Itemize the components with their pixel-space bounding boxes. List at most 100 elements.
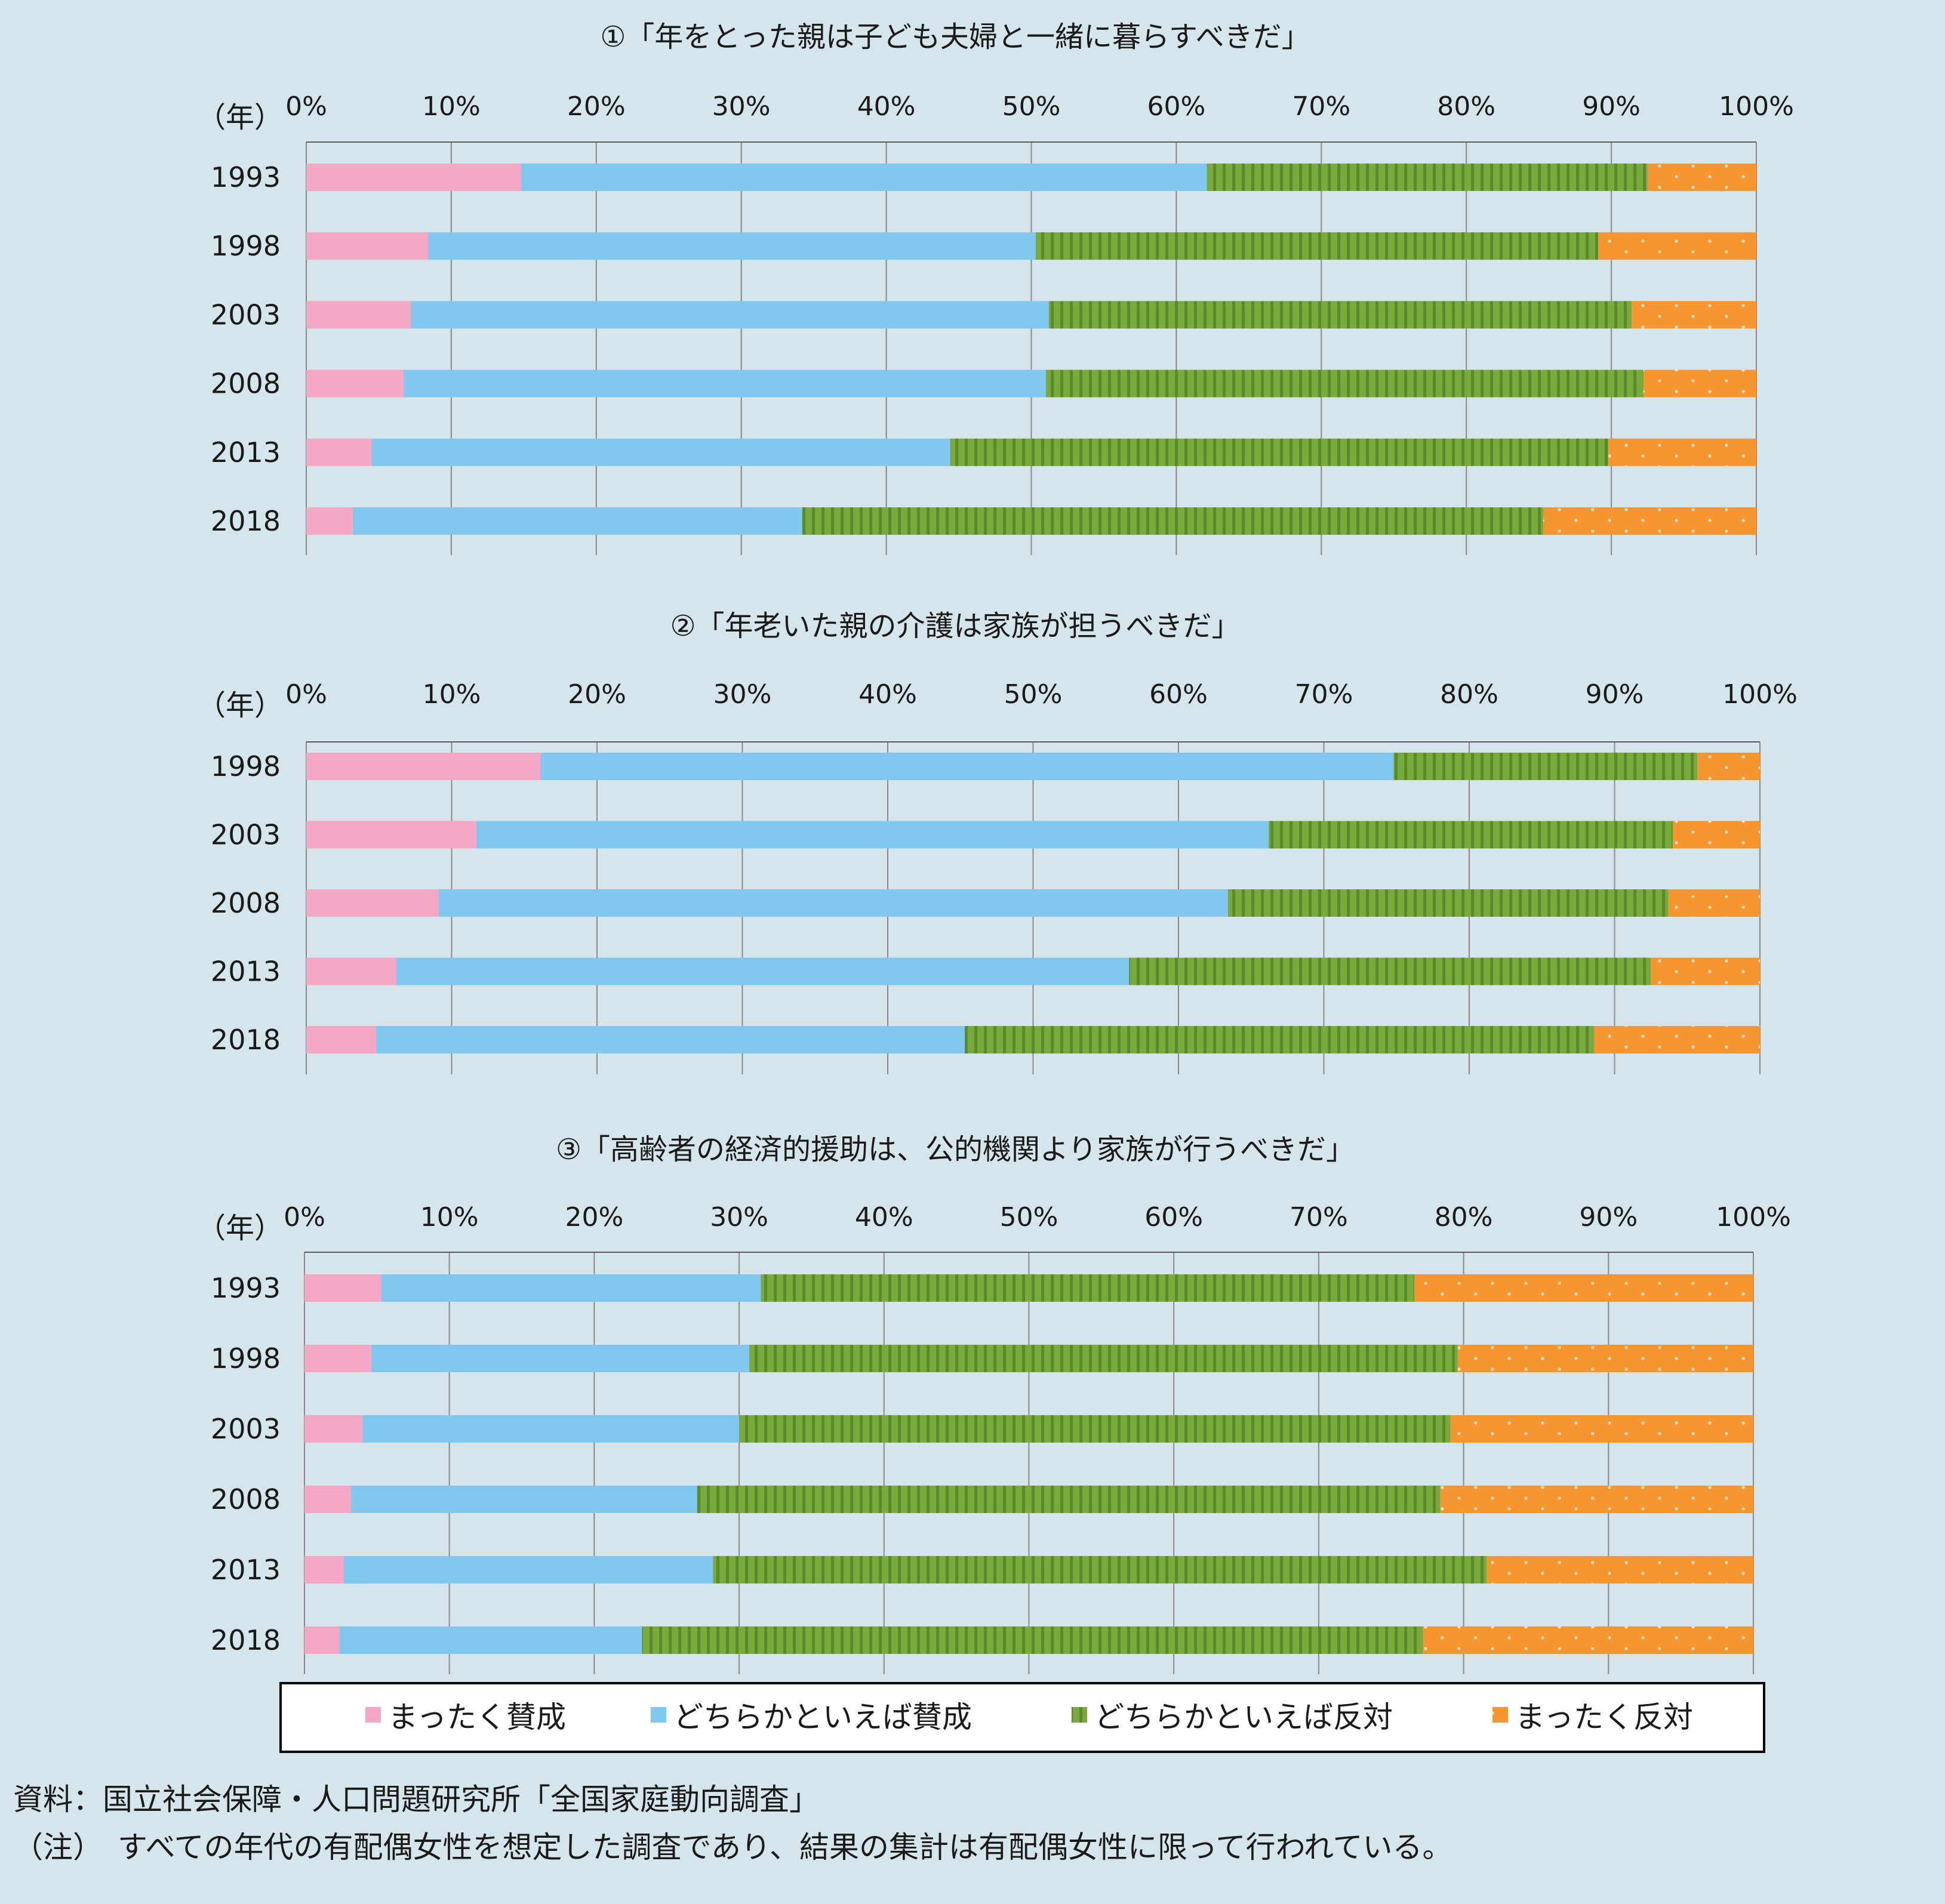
bar-strongly-agree [304, 1556, 344, 1583]
bar-strongly-agree [306, 232, 429, 260]
bar-strongly-disagree [1440, 1486, 1753, 1513]
bar-strongly-agree [306, 507, 353, 535]
category-label: 1998 [211, 1342, 281, 1375]
x-tick-label: 0% [285, 91, 327, 122]
bar-somewhat-agree [403, 369, 1046, 398]
x-tick-label: 10% [422, 91, 481, 122]
bar-somewhat-agree [438, 889, 1228, 917]
bar-strongly-agree [306, 164, 521, 191]
legend-swatch-strongly-disagree [1492, 1707, 1508, 1723]
chart-2: ②「年老いた親の介護は家族が担うべきだ」 （年） 0% 10% 20% 30% 40% 50%… [197, 609, 1798, 1074]
y-axis-label: （年） [197, 101, 283, 134]
bar-strongly-agree [304, 1415, 363, 1443]
bar-strongly-agree [304, 1626, 340, 1654]
bar-somewhat-disagree [965, 1026, 1595, 1053]
bar-somewhat-agree [521, 164, 1207, 191]
bar-strongly-disagree [1668, 889, 1760, 917]
y-axis-label: （年） [197, 689, 283, 722]
footnote: （注） すべての年代の有配偶女性を想定した調査であり、結果の集計は有配偶女性に限… [13, 1830, 1452, 1865]
bar-strongly-agree [306, 821, 476, 849]
bar-strongly-agree [306, 1026, 376, 1053]
x-tick-label: 0% [284, 1202, 325, 1233]
x-tick-label: 90% [1582, 91, 1641, 122]
bar-strongly-disagree [1450, 1415, 1753, 1443]
bar-somewhat-disagree [739, 1415, 1451, 1443]
bar-strongly-agree [306, 369, 404, 398]
bar-somewhat-disagree [1035, 232, 1599, 260]
bar-somewhat-disagree [1129, 957, 1651, 985]
bar-somewhat-agree [339, 1626, 642, 1654]
bar-somewhat-agree [376, 1026, 965, 1053]
category-label: 1993 [211, 1272, 281, 1304]
x-tick-label: 50% [1000, 1202, 1058, 1233]
category-label: 2018 [211, 1624, 281, 1656]
bar-strongly-disagree [1543, 507, 1756, 535]
bar-somewhat-disagree [1393, 753, 1698, 780]
bar-somewhat-agree [371, 1345, 750, 1372]
bar-strongly-agree [306, 889, 439, 917]
bar-somewhat-agree [371, 438, 950, 466]
bar-somewhat-agree [428, 232, 1036, 260]
bar-strongly-disagree [1598, 232, 1756, 260]
legend-label-strongly-agree: まったく賛成 [388, 1700, 566, 1734]
bar-strongly-disagree [1423, 1626, 1753, 1654]
bar-somewhat-disagree [950, 438, 1609, 466]
bar-somewhat-disagree [1207, 164, 1648, 191]
category-label: 2018 [211, 505, 281, 537]
x-tick-label: 40% [857, 91, 916, 122]
chart-3: ③「高齢者の経済的援助は、公的機関より家族が行うべきだ」 （年） 0% 10% 20% 3… [197, 1133, 1791, 1674]
legend-swatch-somewhat-agree [651, 1707, 666, 1723]
category-label: 2008 [211, 1483, 281, 1515]
bar-somewhat-disagree [713, 1556, 1487, 1583]
bar-somewhat-disagree [761, 1274, 1415, 1302]
bar-strongly-disagree [1632, 301, 1756, 329]
x-tick-label: 100% [1716, 1202, 1791, 1233]
category-label: 2018 [211, 1024, 281, 1056]
bar-strongly-disagree [1457, 1345, 1753, 1372]
bar-somewhat-disagree [642, 1626, 1423, 1654]
legend-box [279, 1682, 1765, 1753]
category-label: 2008 [211, 887, 281, 919]
x-tick-label: 80% [1435, 1202, 1493, 1233]
legend-label-strongly-disagree: まったく反対 [1515, 1700, 1693, 1734]
category-label: 2003 [211, 1413, 281, 1445]
x-tick-label: 0% [285, 679, 327, 710]
bar-somewhat-agree [343, 1556, 713, 1583]
x-tick-label: 30% [713, 679, 772, 710]
bar-strongly-disagree [1643, 369, 1756, 398]
x-tick-label: 60% [1144, 1202, 1203, 1233]
bar-somewhat-agree [350, 1486, 697, 1513]
bar-strongly-disagree [1697, 753, 1760, 780]
x-tick-label: 20% [565, 1202, 624, 1233]
bar-somewhat-agree [476, 821, 1269, 849]
bar-strongly-agree [306, 957, 396, 985]
bar-strongly-disagree [1651, 957, 1760, 985]
x-tick-label: 90% [1579, 1202, 1638, 1233]
bar-somewhat-disagree [1268, 821, 1673, 849]
x-tick-label: 10% [423, 679, 481, 710]
bar-somewhat-disagree [802, 507, 1543, 535]
category-label: 1998 [211, 750, 281, 782]
category-label: 2013 [211, 1554, 281, 1586]
category-label: 1993 [211, 161, 281, 193]
bar-strongly-disagree [1594, 1026, 1760, 1053]
x-tick-label: 20% [567, 91, 626, 122]
x-tick-label: 40% [855, 1202, 913, 1233]
chart-title: ①「年をとった親は子ども夫婦と一緒に暮らすべきだ」 [600, 20, 1310, 54]
legend: まったく賛成 どちらかといえば賛成 どちらかといえば反対 まったく反対 [279, 1682, 1765, 1753]
legend-swatch-somewhat-disagree [1072, 1707, 1087, 1723]
x-tick-label: 20% [568, 679, 626, 710]
chart-title: ③「高齢者の経済的援助は、公的機関より家族が行うべきだ」 [556, 1133, 1355, 1166]
chart-1: ①「年をとった親は子ども夫婦と一緒に暮らすべきだ」 （年） 0% 10% 20% 30% 4… [197, 20, 1794, 555]
legend-label-somewhat-disagree: どちらかといえば反対 [1094, 1700, 1393, 1734]
bar-strongly-disagree [1414, 1274, 1753, 1302]
x-tick-label: 30% [712, 91, 771, 122]
bar-somewhat-agree [396, 957, 1130, 985]
category-label: 2013 [211, 436, 281, 469]
legend-swatch-strongly-agree [365, 1707, 381, 1723]
bar-somewhat-agree [410, 301, 1049, 329]
x-tick-label: 80% [1437, 91, 1495, 122]
bar-strongly-disagree [1672, 821, 1760, 849]
x-tick-label: 80% [1440, 679, 1498, 710]
